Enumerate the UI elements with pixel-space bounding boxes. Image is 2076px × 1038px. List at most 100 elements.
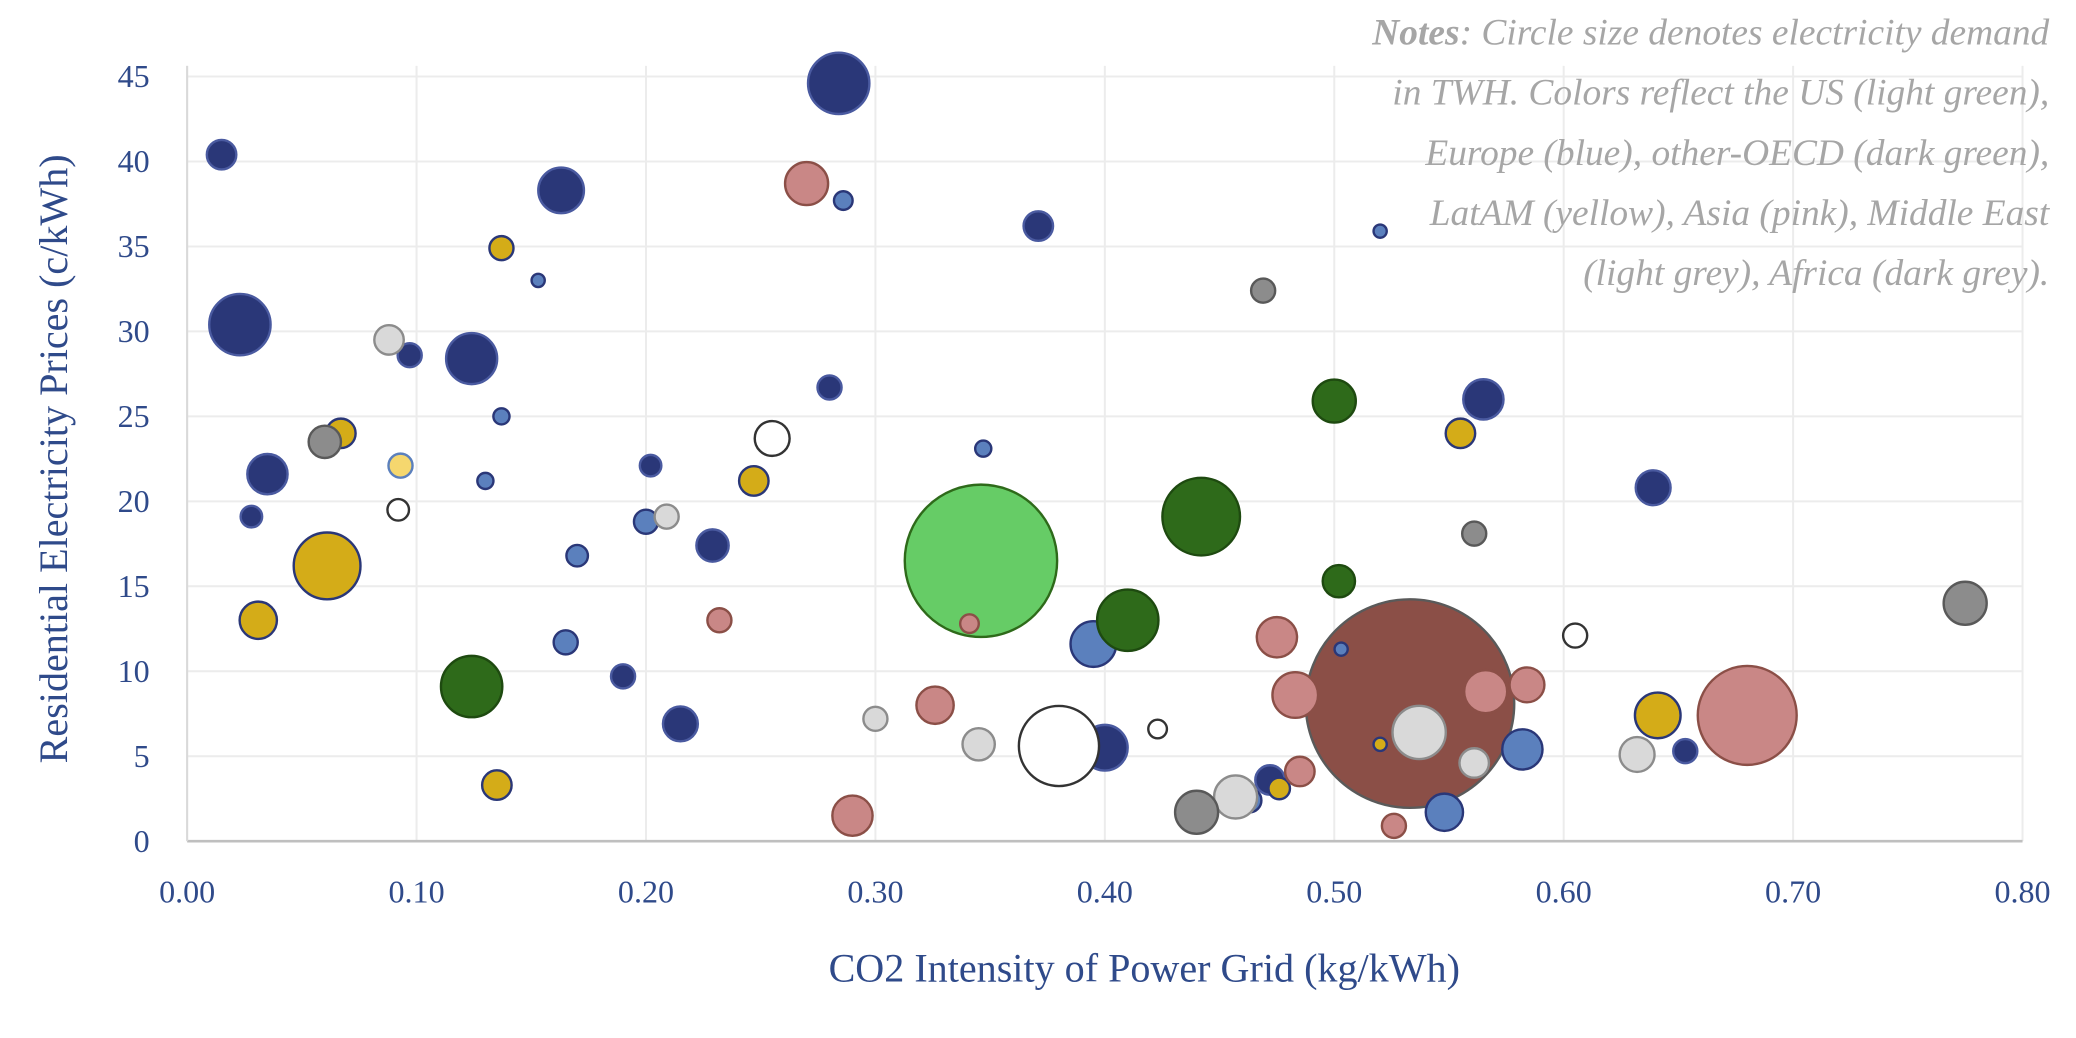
notes: Notes: Circle size denotes electricity d… xyxy=(1371,12,2051,294)
bubble xyxy=(1462,378,1505,421)
x-tick-label: 0.20 xyxy=(618,874,674,910)
notes-text: in TWH. Colors reflect the US (light gre… xyxy=(1392,73,2049,114)
bubble xyxy=(831,794,874,838)
bubble xyxy=(292,531,362,601)
bubble xyxy=(444,331,499,386)
bubble xyxy=(492,407,511,426)
bubble xyxy=(488,234,515,262)
y-tick-label: 20 xyxy=(118,483,150,519)
bubble xyxy=(205,138,238,171)
bubble xyxy=(1372,223,1388,239)
notes-text: (light grey), Africa (dark grey). xyxy=(1583,253,2049,294)
bubble xyxy=(753,419,791,458)
bubble xyxy=(958,613,981,635)
bubble xyxy=(1942,580,1988,627)
notes-label: Notes xyxy=(1371,12,1459,53)
x-tick-label: 0.10 xyxy=(388,874,444,910)
bubble xyxy=(387,452,414,479)
bubble xyxy=(903,483,1059,639)
bubble xyxy=(1311,378,1357,424)
bubble xyxy=(638,453,663,478)
bubble xyxy=(1212,774,1259,820)
bubble xyxy=(530,272,546,289)
y-tick-label: 40 xyxy=(118,143,150,179)
bubble xyxy=(915,685,955,726)
x-axis-title: CO2 Intensity of Power Grid (kg/kWh) xyxy=(829,946,1460,991)
bubble xyxy=(1618,735,1656,774)
bubble xyxy=(783,160,830,207)
bubble xyxy=(1095,588,1160,653)
bubble xyxy=(1321,563,1357,599)
x-tick-label: 0.70 xyxy=(1765,874,1821,910)
bubble xyxy=(1561,622,1589,649)
x-tick-label: 0.60 xyxy=(1536,874,1592,910)
notes-text: LatAM (yellow), Asia (pink), Middle East xyxy=(1429,193,2051,234)
bubble xyxy=(1424,792,1465,833)
notes-line: Notes: Circle size denotes electricity d… xyxy=(1371,12,2049,53)
x-tick-label: 0.30 xyxy=(847,874,903,910)
bubble xyxy=(1444,417,1477,450)
bubble xyxy=(246,452,289,496)
bubble xyxy=(537,166,586,215)
bubble xyxy=(1391,704,1447,761)
bubble xyxy=(1634,469,1672,507)
notes-line: Europe (blue), other-OECD (dark green), xyxy=(1424,133,2049,174)
bubble xyxy=(1173,789,1220,835)
bubble xyxy=(737,464,770,497)
bubble xyxy=(806,51,871,116)
bubble xyxy=(439,654,504,719)
bubble xyxy=(373,323,405,356)
notes-text: : Circle size denotes electricity demand xyxy=(1460,12,2050,53)
y-tick-label: 0 xyxy=(134,823,150,859)
bubble xyxy=(1161,476,1242,557)
x-tick-label: 0.80 xyxy=(1994,874,2050,910)
notes-text: Europe (blue), other-OECD (dark green), xyxy=(1424,133,2049,174)
bubble xyxy=(1458,747,1491,779)
bubble xyxy=(1501,728,1544,771)
bubbles xyxy=(205,51,1988,840)
bubble xyxy=(1633,691,1682,740)
bubble xyxy=(816,374,843,401)
bubble xyxy=(1672,737,1699,765)
y-tick-label: 5 xyxy=(134,738,150,774)
y-tick-label: 30 xyxy=(118,313,150,349)
notes-line: LatAM (yellow), Asia (pink), Middle East xyxy=(1429,193,2051,234)
bubble xyxy=(1460,520,1488,547)
bubble xyxy=(1380,812,1408,840)
bubble xyxy=(1017,704,1101,788)
y-tick-label: 45 xyxy=(118,58,150,94)
bubble xyxy=(1333,641,1349,657)
bubble xyxy=(706,607,733,634)
bubble xyxy=(565,543,590,568)
notes-line: (light grey), Africa (dark grey). xyxy=(1583,253,2049,294)
bubble xyxy=(480,769,513,802)
notes-line: in TWH. Colors reflect the US (light gre… xyxy=(1392,73,2049,114)
bubble xyxy=(973,439,993,458)
bubble xyxy=(1249,277,1277,304)
bubble xyxy=(1147,718,1169,740)
bubble xyxy=(1508,666,1546,704)
bubble xyxy=(1462,668,1509,715)
bubble xyxy=(1372,736,1388,753)
x-tick-label: 0.00 xyxy=(159,874,215,910)
y-tick-label: 15 xyxy=(118,568,150,604)
bubble xyxy=(1267,776,1292,801)
bubble xyxy=(239,504,264,529)
bubble xyxy=(396,341,423,369)
x-tick-label: 0.40 xyxy=(1077,874,1133,910)
bubble xyxy=(208,292,272,357)
bubble xyxy=(1022,210,1055,242)
y-tick-label: 35 xyxy=(118,228,150,264)
bubble xyxy=(386,497,411,522)
y-tick-label: 10 xyxy=(118,653,150,689)
bubble xyxy=(552,629,579,656)
bubble xyxy=(1271,671,1320,720)
y-axis-title: Residential Electricity Prices (c/kWh) xyxy=(31,154,76,763)
x-tick-label: 0.50 xyxy=(1306,874,1362,910)
bubble xyxy=(307,424,343,460)
bubble xyxy=(661,705,700,743)
bubble xyxy=(862,705,889,733)
bubble xyxy=(1255,615,1299,659)
bubble xyxy=(1696,664,1798,767)
